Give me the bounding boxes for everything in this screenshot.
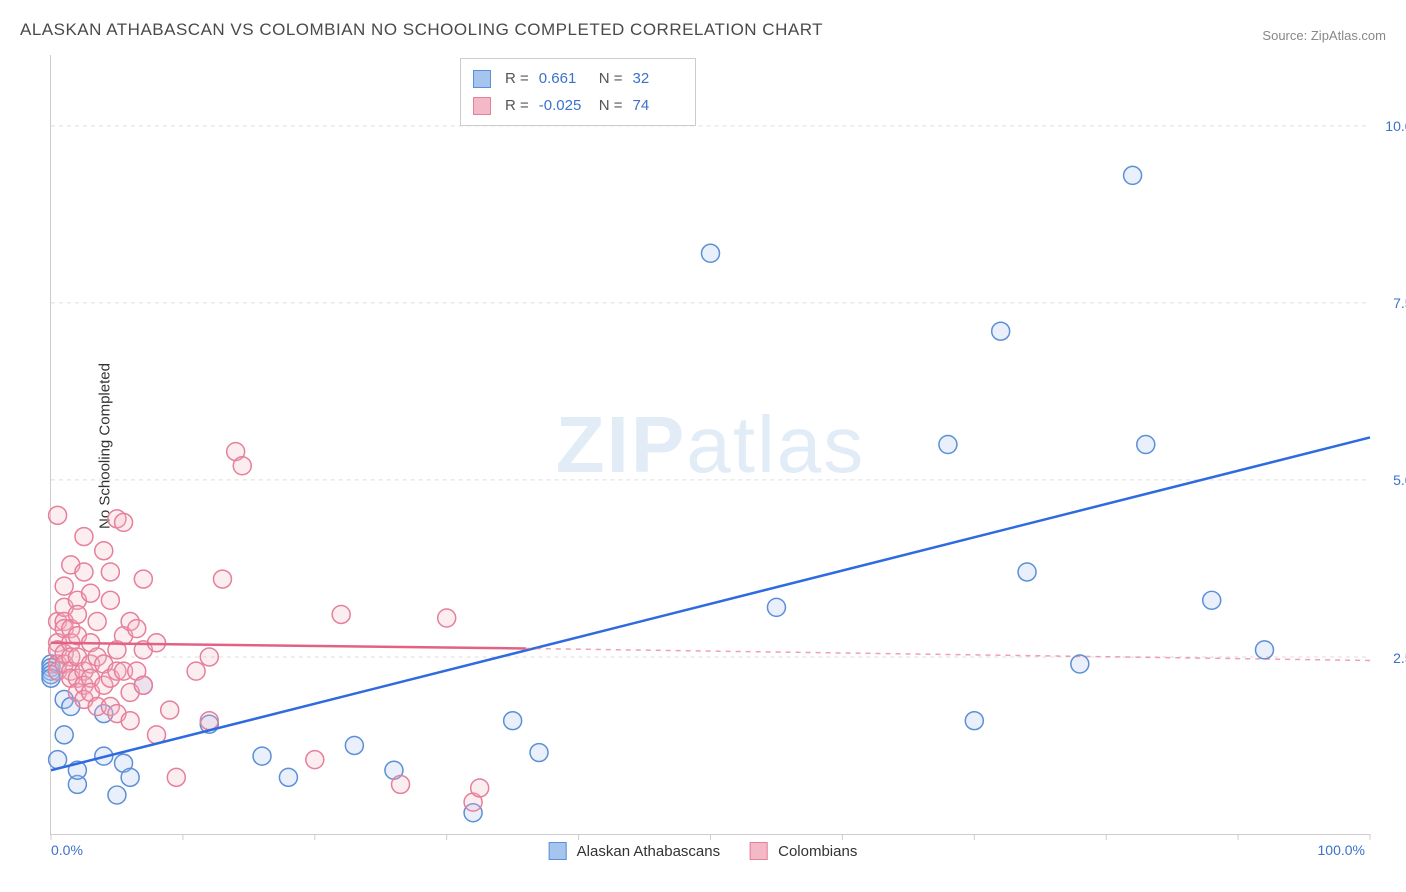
- n-value: 32: [633, 65, 683, 92]
- scatter-point-colombian: [128, 620, 146, 638]
- trend-line-athabascan: [51, 437, 1370, 770]
- scatter-point-colombian: [134, 570, 152, 588]
- scatter-point-athabascan: [1018, 563, 1036, 581]
- source-link[interactable]: ZipAtlas.com: [1311, 28, 1386, 43]
- legend-swatch: [750, 842, 768, 860]
- scatter-point-athabascan: [108, 786, 126, 804]
- scatter-point-athabascan: [767, 598, 785, 616]
- y-tick-label: 5.0%: [1393, 472, 1406, 488]
- y-tick-label: 10.0%: [1385, 118, 1406, 134]
- scatter-point-colombian: [49, 506, 67, 524]
- scatter-point-colombian: [167, 768, 185, 786]
- source-attribution: Source: ZipAtlas.com: [1262, 28, 1386, 43]
- n-value: 74: [633, 92, 683, 119]
- scatter-point-athabascan: [530, 744, 548, 762]
- scatter-point-colombian: [101, 591, 119, 609]
- scatter-point-colombian: [68, 605, 86, 623]
- scatter-point-colombian: [134, 676, 152, 694]
- scatter-point-athabascan: [702, 244, 720, 262]
- scatter-point-colombian: [75, 528, 93, 546]
- legend-swatch: [473, 70, 491, 88]
- scatter-point-colombian: [115, 513, 133, 531]
- scatter-point-athabascan: [1203, 591, 1221, 609]
- r-value: -0.025: [539, 92, 589, 119]
- x-tick-label: 0.0%: [51, 842, 83, 858]
- scatter-point-colombian: [392, 775, 410, 793]
- scatter-point-athabascan: [1124, 166, 1142, 184]
- scatter-point-colombian: [187, 662, 205, 680]
- scatter-point-colombian: [471, 779, 489, 797]
- scatter-point-colombian: [213, 570, 231, 588]
- r-value: 0.661: [539, 65, 589, 92]
- scatter-point-athabascan: [1255, 641, 1273, 659]
- source-label: Source:: [1262, 28, 1307, 43]
- scatter-point-colombian: [233, 457, 251, 475]
- scatter-point-colombian: [438, 609, 456, 627]
- trend-line-dashed-colombian: [526, 648, 1370, 660]
- scatter-point-athabascan: [55, 726, 73, 744]
- scatter-point-athabascan: [345, 736, 363, 754]
- scatter-point-athabascan: [504, 712, 522, 730]
- series-legend: Alaskan Athabascans Colombians: [549, 842, 858, 860]
- stats-row-colombian: R = -0.025 N = 74: [473, 92, 683, 119]
- scatter-point-colombian: [332, 605, 350, 623]
- scatter-point-colombian: [200, 648, 218, 666]
- legend-item-colombian: Colombians: [750, 842, 857, 860]
- plot-area: ZIPatlas 2.5%5.0%7.5%10.0% 0.0%100.0%: [50, 55, 1370, 835]
- y-tick-label: 7.5%: [1393, 295, 1406, 311]
- scatter-point-athabascan: [121, 768, 139, 786]
- n-label: N =: [599, 92, 623, 119]
- scatter-point-colombian: [200, 712, 218, 730]
- scatter-point-athabascan: [253, 747, 271, 765]
- scatter-point-colombian: [75, 563, 93, 581]
- legend-label: Alaskan Athabascans: [577, 843, 720, 860]
- legend-label: Colombians: [778, 843, 857, 860]
- legend-item-athabascan: Alaskan Athabascans: [549, 842, 720, 860]
- r-label: R =: [505, 92, 529, 119]
- legend-swatch: [473, 97, 491, 115]
- chart-svg: [51, 55, 1370, 834]
- chart-title: ALASKAN ATHABASCAN VS COLOMBIAN NO SCHOO…: [20, 20, 823, 40]
- scatter-point-athabascan: [939, 436, 957, 454]
- scatter-point-colombian: [55, 577, 73, 595]
- scatter-point-athabascan: [279, 768, 297, 786]
- scatter-point-colombian: [306, 751, 324, 769]
- scatter-point-athabascan: [992, 322, 1010, 340]
- scatter-point-athabascan: [1137, 436, 1155, 454]
- scatter-point-colombian: [95, 542, 113, 560]
- scatter-point-colombian: [88, 613, 106, 631]
- x-tick-label: 100.0%: [1318, 842, 1365, 858]
- scatter-point-colombian: [82, 584, 100, 602]
- r-label: R =: [505, 65, 529, 92]
- legend-swatch: [549, 842, 567, 860]
- y-tick-label: 2.5%: [1393, 650, 1406, 666]
- n-label: N =: [599, 65, 623, 92]
- stats-row-athabascan: R = 0.661 N = 32: [473, 65, 683, 92]
- scatter-point-colombian: [161, 701, 179, 719]
- correlation-stats-legend: R = 0.661 N = 32 R = -0.025 N = 74: [460, 58, 696, 126]
- scatter-point-athabascan: [965, 712, 983, 730]
- scatter-point-colombian: [121, 712, 139, 730]
- scatter-point-colombian: [101, 563, 119, 581]
- scatter-point-athabascan: [1071, 655, 1089, 673]
